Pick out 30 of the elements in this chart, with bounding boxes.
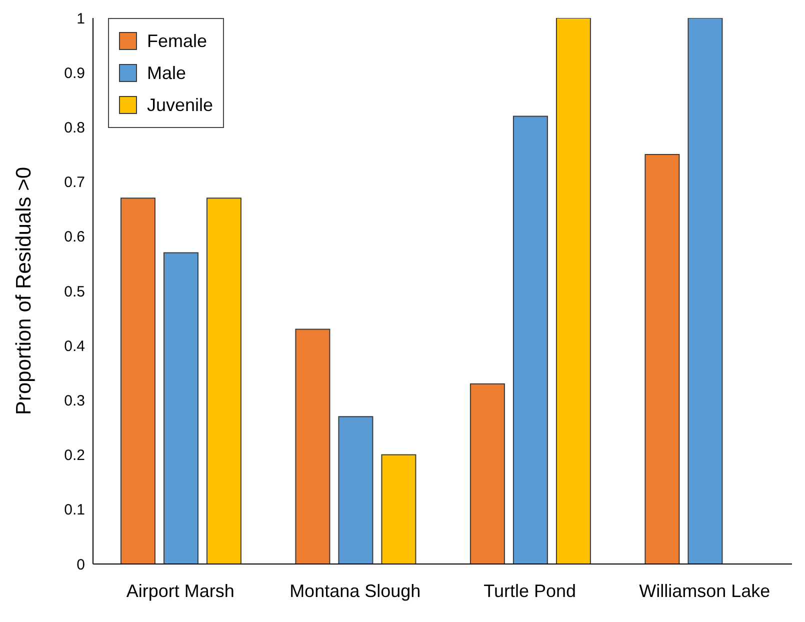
y-tick-label: 0.4 [64,338,85,355]
bar [163,252,198,564]
y-tick-label: 0.8 [64,120,85,137]
x-tick-label: Williamson Lake [639,580,770,601]
y-tick-label: 0.3 [64,392,85,410]
legend-label: Male [147,62,186,84]
y-axis-title: Proportion of Residuals >0 [12,166,36,416]
bar [338,416,374,564]
y-tick-label: 0 [76,556,85,574]
x-tick-label: Montana Slough [290,580,421,601]
y-tick-label: 0.6 [64,228,85,246]
y-tick-label: 0.2 [64,447,85,464]
x-tick-label: Turtle Pond [484,580,576,601]
y-tick-label: 0.9 [64,64,85,82]
y-tick-label: 1 [76,10,85,28]
bar [556,18,591,564]
y-tick-label: 0.5 [64,283,85,300]
y-tick-label: 0.1 [64,502,85,519]
bar [470,383,505,564]
bar [512,116,548,564]
bar [295,328,330,564]
bar [688,18,723,564]
bar [644,154,680,564]
legend-label: Juvenile [147,94,214,116]
y-tick-label: 0.7 [64,174,85,192]
bar [120,198,156,564]
bar [381,454,416,564]
legend-label: Female [147,30,208,52]
bar [206,198,242,564]
x-tick-label: Airport Marsh [126,580,234,601]
